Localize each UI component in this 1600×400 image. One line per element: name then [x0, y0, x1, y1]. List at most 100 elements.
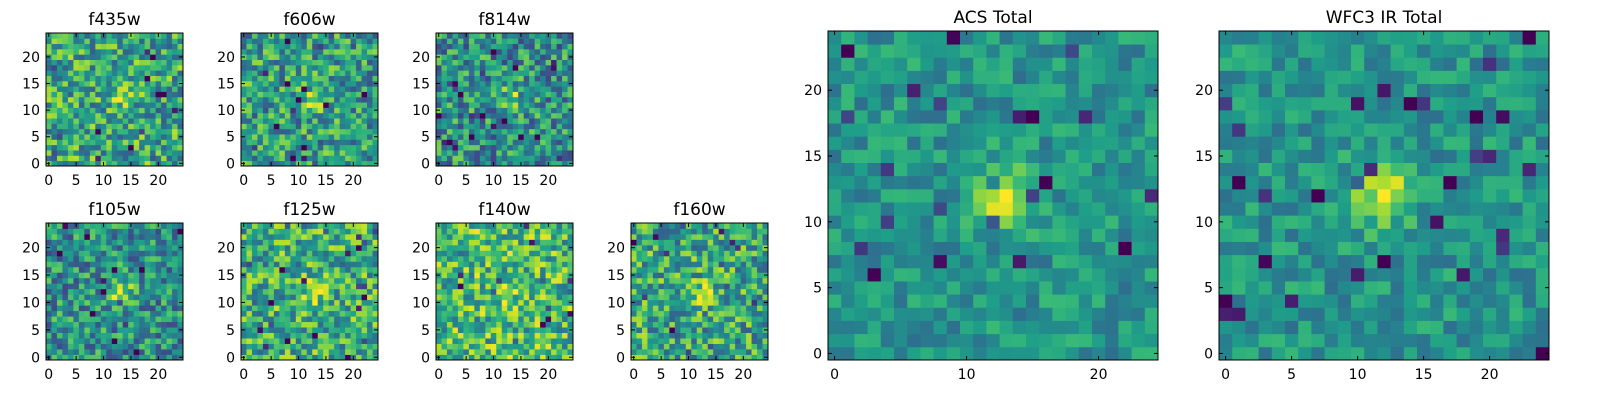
heatmap-cell [361, 261, 368, 268]
heatmap-cell [46, 64, 52, 71]
heatmap-cell [166, 233, 173, 240]
heatmap-cell [306, 150, 313, 156]
heatmap-cell [1131, 175, 1146, 190]
heatmap-cell [729, 272, 736, 279]
heatmap-cell [284, 75, 291, 82]
heatmap-cell [496, 288, 503, 295]
heatmap-cell [867, 333, 882, 348]
heatmap-cell [345, 91, 351, 98]
heatmap-cell [241, 150, 247, 156]
heatmap-cell [350, 255, 357, 262]
heatmap-cell [339, 102, 346, 108]
heatmap-cell [122, 139, 129, 146]
heatmap-cell [562, 102, 568, 108]
heatmap-cell [111, 266, 118, 273]
heatmap-cell [273, 91, 280, 98]
heatmap-cell [268, 150, 275, 156]
heatmap-cell [177, 48, 184, 55]
heatmap-cell [62, 244, 69, 251]
heatmap-cell [479, 272, 486, 279]
heatmap-cell [702, 288, 709, 295]
heatmap-cell [713, 321, 720, 328]
heatmap-cell [540, 107, 546, 114]
heatmap-cell [452, 150, 459, 156]
heatmap-cell [669, 244, 676, 251]
heatmap-cell [735, 310, 741, 317]
heatmap-cell [345, 305, 351, 312]
heatmap-cell [78, 239, 85, 246]
heatmap-cell [441, 134, 448, 140]
heatmap-cell [1052, 175, 1066, 190]
heatmap-cell [356, 91, 362, 98]
heatmap-cell [246, 54, 253, 60]
heatmap-cell [241, 310, 247, 317]
heatmap-cell [257, 233, 264, 240]
heatmap-cell [740, 266, 747, 273]
heatmap-cell [529, 144, 536, 151]
heatmap-cell [523, 354, 530, 361]
heatmap-cell [306, 261, 313, 268]
heatmap-cell [100, 80, 107, 87]
heatmap-cell [1026, 202, 1040, 216]
heatmap-cell [551, 160, 557, 167]
heatmap-cell [367, 54, 373, 60]
heatmap-cell [669, 321, 676, 328]
heatmap-cell [100, 266, 107, 273]
heatmap-cell [177, 223, 184, 229]
heatmap-cell [999, 333, 1014, 348]
heatmap-cell [1052, 162, 1066, 177]
heatmap-cell [100, 112, 107, 119]
x-tick-label: 10 [485, 367, 503, 383]
heatmap-cell [674, 288, 681, 295]
heatmap-cell [540, 96, 546, 103]
heatmap-cell [372, 316, 379, 323]
y-tick-label: 20 [607, 241, 625, 257]
heatmap-cell [122, 102, 129, 108]
heatmap-cell [1118, 333, 1132, 348]
heatmap-cell [446, 123, 453, 130]
heatmap-cell [534, 80, 541, 87]
heatmap-cell [523, 54, 530, 60]
heatmap-cell [133, 244, 140, 251]
heatmap-cell [95, 38, 102, 45]
heatmap-cell [496, 150, 503, 156]
heatmap-cell [474, 70, 481, 76]
heatmap-cell [647, 305, 654, 312]
heatmap-cell [361, 321, 368, 328]
heatmap-cell [117, 134, 124, 140]
heatmap-cell [436, 332, 442, 339]
heatmap-cell [562, 310, 568, 317]
heatmap-cell [361, 75, 368, 82]
heatmap-cell [512, 134, 519, 140]
heatmap-cell [534, 327, 541, 333]
heatmap-cell [172, 288, 178, 295]
heatmap-cell [51, 123, 58, 130]
heatmap-cell [485, 75, 492, 82]
heatmap-cell [279, 316, 286, 323]
heatmap-cell [122, 305, 129, 312]
heatmap-cell [323, 332, 330, 339]
heatmap-cell [880, 254, 895, 269]
heatmap-cell [306, 102, 313, 108]
heatmap-cell [468, 354, 475, 361]
heatmap-cell [284, 123, 291, 130]
heatmap-cell [523, 239, 530, 246]
heatmap-cell [246, 261, 253, 268]
heatmap-cell [334, 305, 341, 312]
heatmap-cell [279, 91, 286, 98]
heatmap-cell [529, 160, 536, 167]
heatmap-cell [177, 64, 184, 71]
heatmap-cell [122, 272, 129, 279]
heatmap-cell [67, 261, 74, 268]
heatmap-cell [567, 91, 574, 98]
heatmap-cell [84, 139, 91, 146]
heatmap-cell [268, 294, 275, 301]
heatmap-cell [257, 118, 264, 124]
heatmap-cell [551, 102, 557, 108]
heatmap-cell [62, 239, 69, 246]
heatmap-cell [295, 305, 302, 312]
heatmap-cell [262, 321, 269, 328]
heatmap-cell [133, 239, 140, 246]
heatmap-cell [713, 327, 720, 333]
heatmap-cell [523, 305, 530, 312]
